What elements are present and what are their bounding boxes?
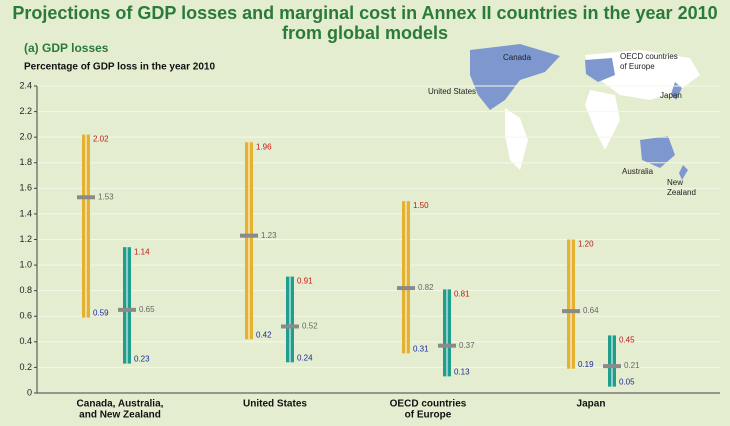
median-label: 0.52: [302, 322, 318, 331]
x-tick-label: and New Zealand: [79, 410, 161, 421]
y-tick-label: 0.6: [19, 311, 32, 321]
min-label: 0.23: [134, 355, 150, 364]
max-label: 1.96: [256, 142, 272, 151]
max-label: 1.20: [578, 240, 594, 249]
subtitle: (a) GDP losses: [24, 41, 109, 55]
max-label: 0.45: [619, 336, 635, 345]
median-marker: [438, 343, 456, 348]
median-label: 0.64: [583, 306, 599, 315]
min-label: 0.59: [93, 309, 109, 318]
min-label: 0.31: [413, 344, 429, 353]
chart-title: Projections of GDP losses and marginal c…: [12, 3, 717, 23]
max-label: 1.50: [413, 201, 429, 210]
max-label: 0.81: [454, 289, 470, 298]
y-tick-label: 0.8: [19, 285, 32, 295]
map-australia: [640, 136, 675, 168]
map-label: United States: [428, 87, 476, 96]
y-tick-label: 2.0: [19, 132, 32, 142]
y-tick-label: 1.8: [19, 157, 32, 167]
median-label: 1.23: [261, 231, 277, 240]
map-africa: [585, 90, 620, 150]
median-marker: [240, 233, 258, 238]
map-label: Zealand: [667, 188, 696, 197]
map-north-america: [470, 44, 560, 110]
map-label: OECD countries: [620, 52, 678, 61]
x-tick-label: Canada, Australia,: [77, 399, 164, 410]
x-tick-label: OECD countries: [390, 399, 467, 410]
map-new-zealand: [679, 165, 688, 180]
median-label: 0.82: [418, 283, 434, 292]
max-label: 0.91: [297, 277, 313, 286]
y-tick-label: 2.2: [19, 106, 32, 116]
median-marker: [118, 307, 136, 312]
map-europe: [585, 58, 615, 82]
median-marker: [77, 195, 95, 200]
map-label: of Europe: [620, 62, 655, 71]
y-tick-label: 1.2: [19, 234, 32, 244]
x-tick-label: United States: [243, 399, 307, 410]
median-label: 0.65: [139, 305, 155, 314]
map-south-america: [505, 108, 528, 170]
median-marker: [603, 364, 621, 369]
median-label: 0.37: [459, 341, 475, 350]
min-label: 0.19: [578, 360, 594, 369]
y-axis-label: Percentage of GDP loss in the year 2010: [24, 62, 215, 73]
median-label: 1.53: [98, 192, 114, 201]
median-marker: [397, 286, 415, 291]
min-label: 0.13: [454, 367, 470, 376]
x-tick-label: Japan: [577, 399, 606, 410]
y-tick-label: 1.0: [19, 259, 32, 269]
map-label: Japan: [660, 91, 682, 100]
chart-title: from global models: [282, 23, 448, 43]
max-label: 2.02: [93, 135, 109, 144]
y-tick-label: 2.4: [19, 80, 32, 90]
x-tick-label: of Europe: [405, 410, 452, 421]
min-label: 0.42: [256, 330, 272, 339]
median-label: 0.21: [624, 361, 640, 370]
median-marker: [281, 324, 299, 329]
min-label: 0.24: [297, 353, 313, 362]
map-asia: [585, 50, 700, 100]
map-label: Canada: [503, 53, 532, 62]
max-label: 1.14: [134, 247, 150, 256]
map-label: Australia: [622, 167, 654, 176]
world-map: [470, 44, 700, 180]
y-tick-label: 0.4: [19, 336, 32, 346]
y-tick-label: 0: [27, 387, 32, 397]
y-tick-label: 1.4: [19, 208, 32, 218]
median-marker: [562, 309, 580, 314]
min-label: 0.05: [619, 378, 635, 387]
y-tick-label: 1.6: [19, 183, 32, 193]
map-label: New: [667, 178, 683, 187]
y-tick-label: 0.2: [19, 362, 32, 372]
